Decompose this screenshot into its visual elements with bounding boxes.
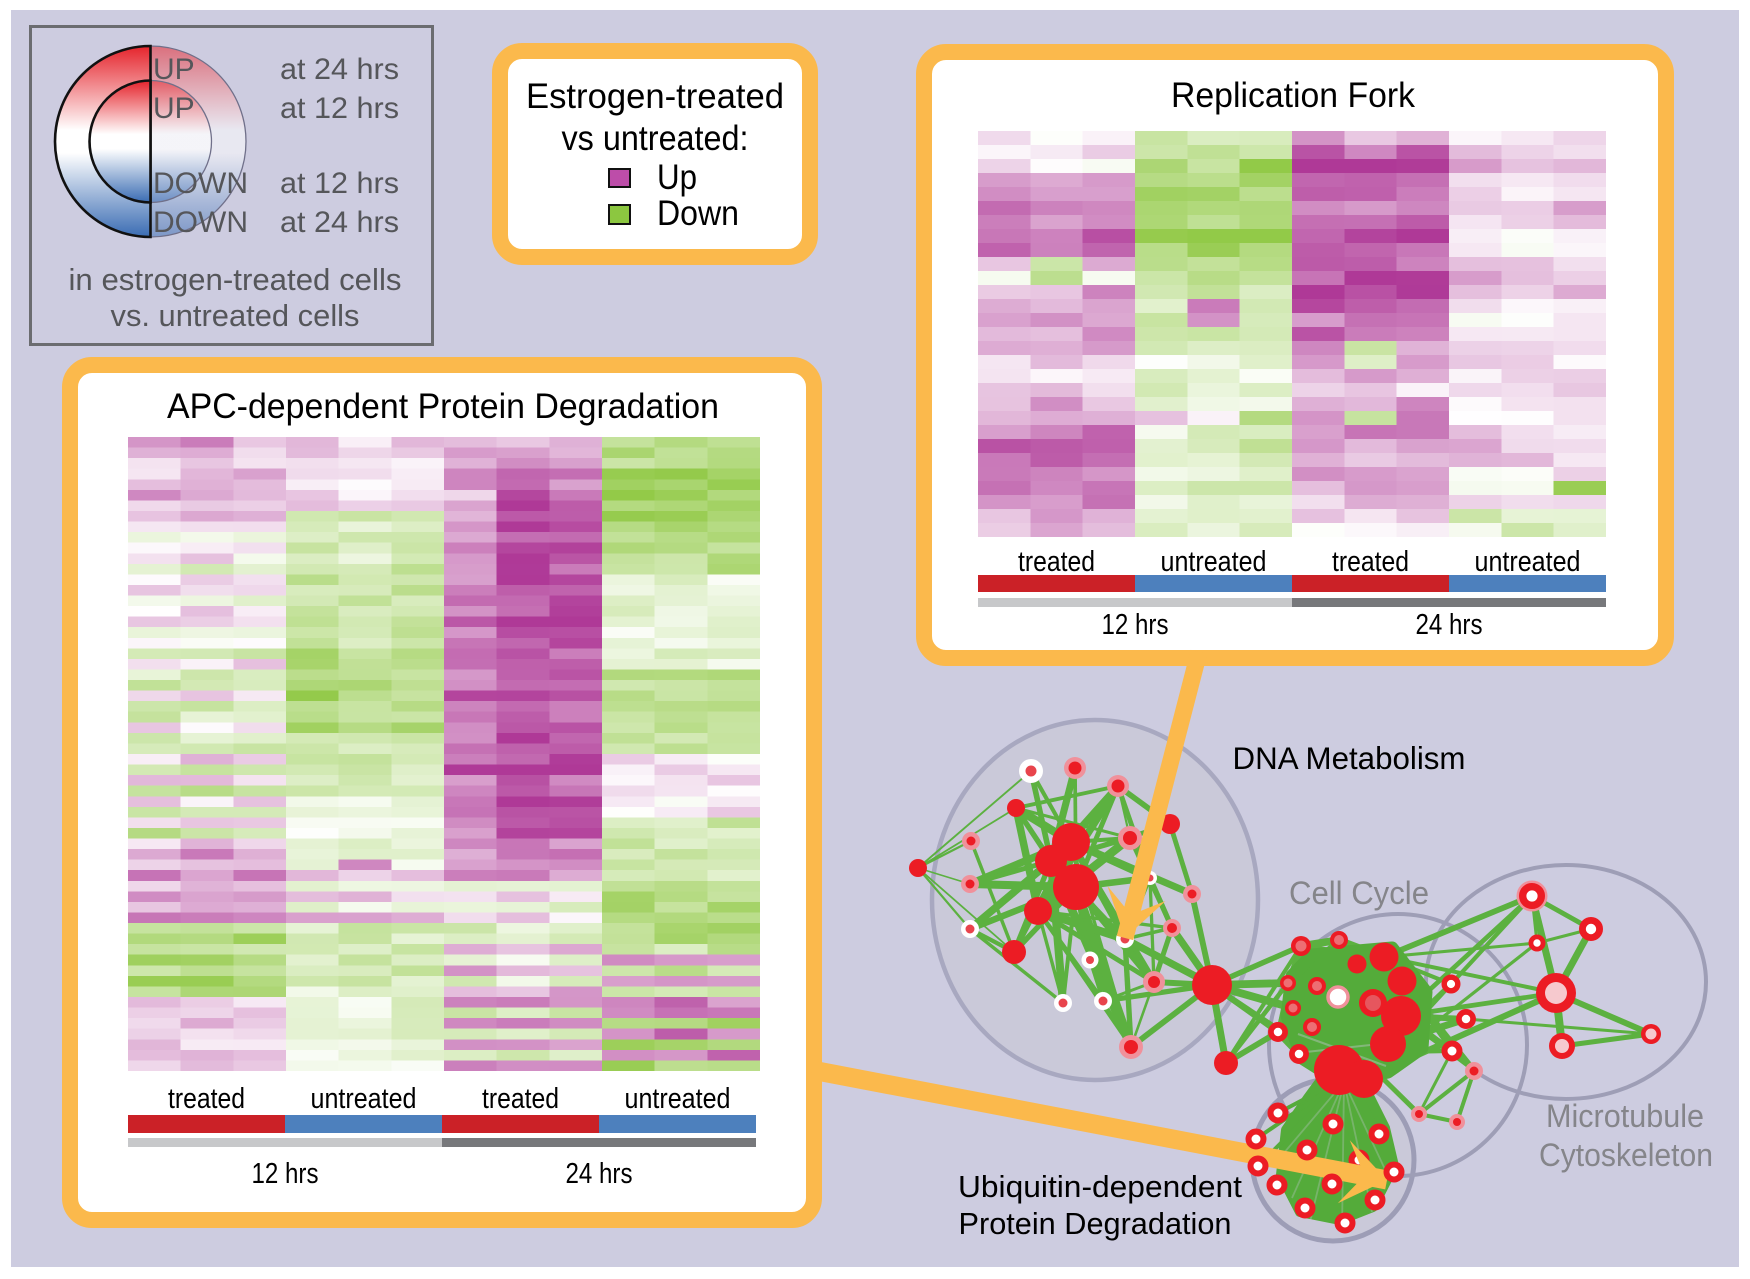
svg-text:12 hrs: 12 hrs xyxy=(252,1158,319,1190)
svg-text:UP: UP xyxy=(153,92,195,125)
svg-text:Cytoskeleton: Cytoskeleton xyxy=(1539,1137,1713,1173)
svg-text:untreated: untreated xyxy=(1475,546,1581,578)
svg-text:at 24 hrs: at 24 hrs xyxy=(280,53,399,86)
svg-text:at 24 hrs: at 24 hrs xyxy=(280,206,399,239)
svg-text:DNA Metabolism: DNA Metabolism xyxy=(1233,740,1466,776)
svg-text:treated: treated xyxy=(1332,546,1409,578)
svg-text:Cell Cycle: Cell Cycle xyxy=(1289,875,1429,911)
svg-text:at 12 hrs: at 12 hrs xyxy=(280,167,399,200)
svg-text:in estrogen-treated cells: in estrogen-treated cells xyxy=(69,262,402,297)
svg-text:DOWN: DOWN xyxy=(153,167,248,200)
svg-text:Estrogen-treated: Estrogen-treated xyxy=(526,77,784,116)
svg-text:untreated: untreated xyxy=(625,1083,731,1115)
svg-text:treated: treated xyxy=(1018,546,1095,578)
svg-text:24 hrs: 24 hrs xyxy=(1416,609,1483,641)
svg-text:Microtubule: Microtubule xyxy=(1546,1098,1704,1134)
svg-text:24 hrs: 24 hrs xyxy=(566,1158,633,1190)
svg-text:APC-dependent Protein Degradat: APC-dependent Protein Degradation xyxy=(167,387,719,426)
svg-text:Protein Degradation: Protein Degradation xyxy=(959,1206,1232,1241)
svg-text:12 hrs: 12 hrs xyxy=(1102,609,1169,641)
svg-text:treated: treated xyxy=(168,1083,245,1115)
svg-text:DOWN: DOWN xyxy=(153,206,248,239)
svg-text:vs untreated:: vs untreated: xyxy=(562,119,749,158)
svg-text:UP: UP xyxy=(153,53,195,86)
svg-text:untreated: untreated xyxy=(1161,546,1267,578)
svg-text:Ubiquitin-dependent: Ubiquitin-dependent xyxy=(958,1169,1242,1204)
svg-text:Replication Fork: Replication Fork xyxy=(1171,76,1415,115)
svg-text:at 12 hrs: at 12 hrs xyxy=(280,92,399,125)
svg-text:Down: Down xyxy=(657,194,739,233)
svg-text:Up: Up xyxy=(657,158,697,197)
svg-text:untreated: untreated xyxy=(311,1083,417,1115)
svg-text:treated: treated xyxy=(482,1083,559,1115)
svg-text:vs. untreated cells: vs. untreated cells xyxy=(111,298,360,333)
